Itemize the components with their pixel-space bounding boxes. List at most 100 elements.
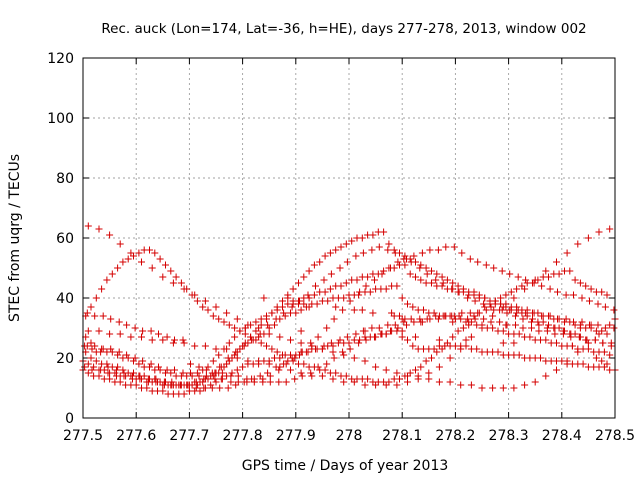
data-point (339, 306, 347, 314)
data-point (510, 384, 518, 392)
y-tick-label: 40 (56, 291, 74, 307)
data-point (531, 378, 539, 386)
data-point (199, 303, 207, 311)
data-point (494, 348, 502, 356)
data-point (394, 324, 402, 332)
data-point (512, 312, 519, 320)
data-point (350, 354, 358, 362)
data-point (350, 306, 358, 314)
data-point (465, 321, 473, 329)
data-point (307, 369, 315, 377)
x-tick-label: 278.5 (595, 428, 635, 444)
data-point (401, 252, 409, 260)
y-axis-label: STEC from uqrg / TECUs (7, 154, 23, 322)
data-point (473, 345, 481, 353)
data-point (426, 246, 434, 254)
data-point (342, 240, 350, 248)
data-point (481, 303, 489, 311)
data-point (155, 363, 162, 371)
data-point (256, 330, 264, 338)
data-point (529, 279, 536, 287)
data-point (305, 303, 313, 311)
data-point (412, 273, 419, 281)
data-point (398, 294, 406, 302)
data-point (607, 339, 615, 347)
data-point (513, 285, 521, 293)
data-point (138, 258, 145, 266)
data-point (84, 222, 92, 230)
data-point (459, 324, 467, 332)
data-point (159, 336, 167, 344)
data-point (276, 333, 284, 341)
data-point (320, 342, 328, 350)
data-point (98, 285, 106, 293)
data-point (263, 315, 270, 323)
data-point (404, 336, 411, 344)
data-point (498, 267, 506, 275)
data-point (434, 246, 442, 254)
data-point (352, 330, 360, 338)
data-point (490, 306, 498, 314)
data-point (192, 384, 200, 392)
data-point (103, 360, 111, 368)
data-point (481, 294, 489, 302)
data-point (224, 384, 232, 392)
data-point (507, 288, 515, 296)
data-point (202, 372, 210, 380)
data-point (366, 288, 374, 296)
data-point (439, 279, 447, 287)
data-point (594, 300, 602, 308)
data-point (409, 342, 417, 350)
data-point (401, 372, 409, 380)
data-point (515, 330, 523, 338)
data-point (330, 354, 338, 362)
y-tick-label: 60 (56, 231, 74, 247)
data-point (132, 381, 140, 389)
data-point (159, 387, 167, 395)
data-point (337, 243, 345, 251)
data-point (327, 270, 335, 278)
data-point (490, 264, 498, 272)
data-point (273, 303, 281, 311)
data-point (404, 378, 411, 386)
data-point (551, 330, 559, 338)
data-point (233, 354, 241, 362)
data-point (406, 270, 414, 278)
data-point (384, 321, 392, 329)
data-point (467, 381, 475, 389)
data-point (522, 276, 530, 284)
data-point (84, 360, 92, 368)
data-point (216, 363, 224, 371)
data-point (120, 369, 128, 377)
data-point (404, 300, 411, 308)
data-point (529, 315, 536, 323)
data-point (554, 315, 561, 323)
data-point (594, 321, 602, 329)
data-point (116, 378, 124, 386)
data-point (598, 288, 606, 296)
data-point (403, 321, 410, 329)
data-point (81, 363, 89, 371)
data-point (474, 258, 482, 266)
data-point (223, 309, 231, 317)
data-point (180, 390, 188, 398)
data-point (211, 369, 219, 377)
data-point (578, 318, 586, 326)
data-point (116, 330, 124, 338)
data-point (167, 267, 175, 275)
data-point (340, 294, 348, 302)
data-point (207, 381, 215, 389)
data-point (188, 372, 196, 380)
data-point (542, 372, 550, 380)
data-point (199, 378, 207, 386)
data-point (506, 306, 514, 314)
data-point (231, 324, 239, 332)
data-point (449, 279, 457, 287)
data-point (553, 339, 560, 347)
data-point (243, 375, 251, 383)
data-point (449, 318, 457, 326)
data-point (187, 360, 194, 368)
data-point (336, 336, 344, 344)
data-point (457, 345, 465, 353)
